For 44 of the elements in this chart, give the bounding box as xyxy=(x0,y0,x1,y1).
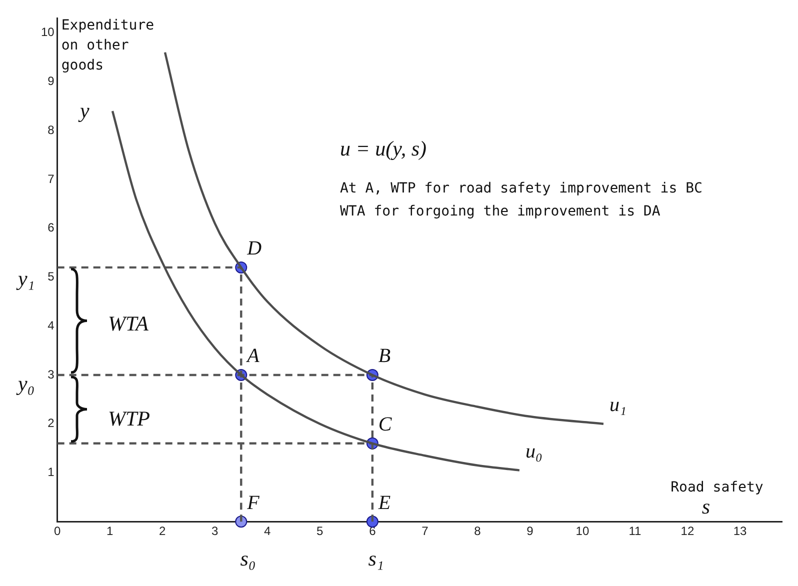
y-tick-label: 6 xyxy=(48,220,55,235)
annotation: WTA xyxy=(108,312,149,336)
x-tick-label: 4 xyxy=(264,524,272,538)
annotation: A xyxy=(245,345,260,368)
x-tick-label: 8 xyxy=(474,524,482,538)
annotation: u = u(y, s) xyxy=(340,136,426,161)
y-tick-label: 8 xyxy=(48,122,55,137)
annotation: E xyxy=(377,492,391,514)
annotation: C xyxy=(378,414,392,436)
annotation: s xyxy=(702,494,710,519)
x-tick-label: 7 xyxy=(422,524,429,538)
text: y₁ xyxy=(16,266,35,291)
text: y₀ xyxy=(16,372,35,396)
x-tick-label: 13 xyxy=(733,524,747,538)
y-tick-label: 3 xyxy=(48,367,55,382)
x-tick-label: 11 xyxy=(628,524,642,538)
x-tick-label: 1 xyxy=(106,524,114,538)
annotation: D xyxy=(246,238,262,260)
x-tick-label: 5 xyxy=(316,524,324,538)
annotation: u₀ xyxy=(525,440,542,463)
x-tick-label: 3 xyxy=(212,524,219,538)
x-tick-label: 10 xyxy=(576,524,590,538)
y-axis-title: Expenditure on other goods xyxy=(61,18,154,74)
x-tick-label: 9 xyxy=(526,524,534,538)
annotation: B xyxy=(378,345,391,368)
y-tick-label: 5 xyxy=(48,270,55,284)
y-tick-label: 4 xyxy=(48,318,55,332)
y-tick-label: 9 xyxy=(48,74,55,88)
text: s₀ xyxy=(240,546,256,571)
y-tick-label: 10 xyxy=(40,25,55,40)
y-tick-label: 1 xyxy=(48,465,55,480)
x-tick-label: 12 xyxy=(680,524,694,538)
text: s₁ xyxy=(368,546,384,571)
x-tick-label: 2 xyxy=(159,524,166,538)
x-tick-label: 0 xyxy=(54,524,62,538)
annotation: WTP xyxy=(108,406,150,431)
annotation: y xyxy=(78,98,90,123)
annotation: At A, WTP for road safety improvement is BC xyxy=(340,180,702,197)
y-tick-label: 7 xyxy=(48,172,55,186)
annotation: u₁ xyxy=(609,394,626,416)
annotation: WTA for forgoing the improvement is DA xyxy=(340,204,661,220)
x-axis-title: Road safety xyxy=(670,480,764,496)
y-tick-label: 2 xyxy=(48,416,55,430)
annotation: F xyxy=(246,492,260,514)
